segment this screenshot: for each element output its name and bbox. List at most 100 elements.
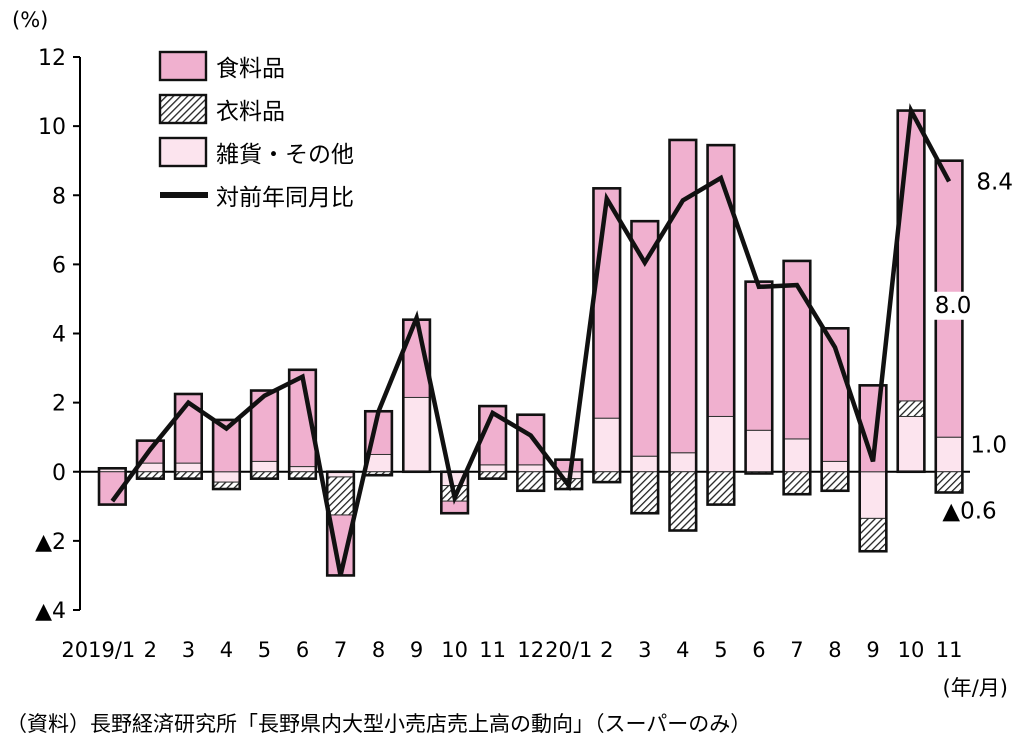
y-tick-label: 2 [52,392,66,417]
bar-outline [592,187,622,484]
legend-swatch [158,50,208,82]
bar-outline [287,368,318,480]
bar-outline [858,384,888,553]
bar-outline [211,418,242,491]
x-tick-label: 10 [441,638,468,662]
bar-outline [820,327,850,493]
line-series [110,103,952,576]
bar-clothing [821,471,849,492]
annotation-background [931,291,976,320]
bar-outline [668,138,698,532]
bar-misc [935,436,963,473]
x-tick-label: 20/1 [545,638,592,662]
y-tick-label: 4 [52,323,66,348]
bar-clothing [897,400,925,417]
y-unit-label: (%) [12,8,48,32]
y-tick-label: ▲2 [35,530,66,555]
x-tick-label: 11 [936,638,963,662]
x-tick-label: 3 [182,638,195,662]
bar-misc [402,396,431,473]
bar-food [669,139,697,454]
bars [97,109,964,577]
bar-misc [250,460,279,473]
annotation-label: 1.0 [970,433,1007,459]
x-tick-label: 4 [676,638,689,662]
labels: 8.4 8.0 1.0 ▲0.6 [931,169,1013,524]
x-tick-label: 6 [752,638,765,662]
x-tick-label: 6 [296,638,309,662]
x-tick-label: 8 [372,638,385,662]
x-tick-label: 4 [220,638,233,662]
bar-clothing [516,471,545,492]
bar-clothing [630,471,659,514]
bar-misc [745,429,773,473]
bar-clothing [707,471,735,506]
x-tick-label: 5 [714,638,727,662]
bar-misc [174,462,203,473]
legend-swatch [158,136,208,168]
bar-outline [782,259,812,496]
bar-clothing [859,517,887,552]
x-tick-label: 2019/1 [61,638,135,662]
bar-clothing [326,476,355,516]
y-tick-label: 10 [38,115,66,140]
bar-misc [821,460,849,473]
bar-misc [859,471,887,519]
annotation-label: 8.0 [935,293,972,319]
bar-misc [212,471,241,483]
bar-clothing [669,471,697,532]
bar-misc [592,417,621,473]
x-tick-label: 9 [866,638,879,662]
y-tick-label: 6 [52,253,66,278]
x-tick-label: 5 [258,638,271,662]
bar-outline [934,159,964,494]
x-tick-label: 10 [898,638,925,662]
y-tick-label: 0 [52,461,66,486]
x-tick-label: 8 [828,638,841,662]
bar-food [516,414,545,466]
bar-clothing [592,471,621,483]
x-tick-label: 9 [410,638,423,662]
annotation-label: 8.4 [976,169,1013,195]
x-tick-label: 7 [790,638,803,662]
x-unit-label: (年/月) [943,676,1008,700]
bar-misc [288,466,317,473]
y-tick-label: ▲4 [35,599,66,624]
bar-outline [249,389,280,480]
annotation-label: ▲0.6 [942,498,996,524]
x-tick-label: 7 [334,638,347,662]
bar-outline [135,439,165,480]
legend-label: 衣料品 [216,99,285,125]
y-tick-label: 12 [38,46,66,71]
x-tick-label: 12 [517,638,544,662]
bar-food [707,144,735,417]
bar-misc [669,452,697,473]
bar-misc [478,464,507,473]
x-tick-label: 2 [144,638,157,662]
bar-clothing [935,471,963,493]
source-note: （資料）長野経済研究所「長野県内大型小売店売上高の動向」（スーパーのみ） [6,712,752,736]
x-tick-label: 11 [479,638,506,662]
bar-food [745,281,773,431]
bar-clothing [783,471,811,495]
bar-misc [516,464,545,473]
bar-misc [630,455,659,473]
legend-label: 食料品 [216,56,285,82]
bar-food [592,187,621,419]
bar-outline [173,392,204,480]
bar-outline [440,470,470,515]
bar-misc [783,438,811,473]
bar-misc [897,415,925,473]
bar-outline [706,143,736,506]
bar-misc [707,415,735,473]
legend-label: 雑貨・その他 [216,142,354,168]
bar-outline [630,219,660,515]
y-tick-label: 8 [52,184,66,209]
x-tick-label: 3 [638,638,651,662]
legend-label: 対前年同月比 [216,185,354,211]
bar-food [897,110,925,402]
x-tick-label: 2 [600,638,613,662]
bar-food [630,220,659,457]
